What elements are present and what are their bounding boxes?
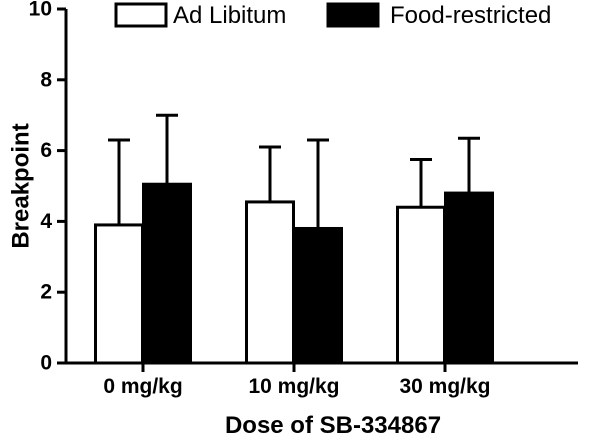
x-tick-label: 30 mg/kg [399,375,490,398]
bar [94,223,144,365]
y-axis-title: Breakpoint [7,123,34,248]
y-tick-label: 0 [40,352,52,375]
x-tick-label: 10 mg/kg [248,375,339,398]
legend: Ad Libitum Food-restricted [114,2,551,29]
x-tick-label: 0 mg/kg [103,375,182,398]
x-axis-title: Dose of SB-334867 [225,412,441,439]
error-bars [108,113,480,229]
y-tick-label: 10 [29,0,52,21]
legend-swatch-food-restricted [326,2,380,28]
legend-swatch-ad-libitum [114,2,168,28]
y-tick-label: 6 [40,139,52,162]
bars [94,182,494,365]
bar [245,200,295,365]
bar [444,191,494,365]
y-tick-label: 2 [40,281,52,304]
y-ticks: 0 2 4 6 8 10 [29,0,66,375]
legend-label-ad-libitum: Ad Libitum [173,2,286,29]
legend-label-food-restricted: Food-restricted [390,2,551,29]
y-tick-label: 4 [40,210,52,233]
bar [293,226,343,365]
bar [142,182,192,365]
bar [396,205,446,365]
y-tick-label: 8 [40,68,52,91]
x-ticks: 0 mg/kg 10 mg/kg 30 mg/kg [103,363,491,398]
